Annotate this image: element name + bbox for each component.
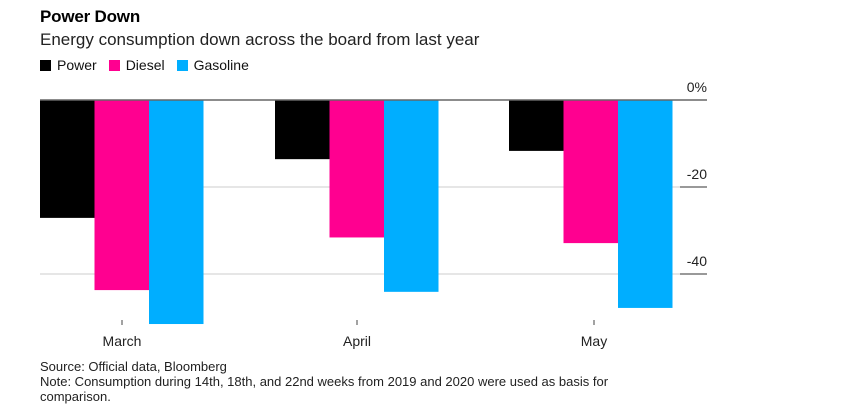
y-tick-label: -20 [687,166,707,182]
bar-gasoline-march [149,100,204,325]
bar-diesel-march [94,100,149,291]
bar-power-april [275,100,330,160]
y-axis: 0% -20 -40 [680,79,707,275]
bars [40,100,673,325]
legend-swatch-gasoline [176,59,188,71]
legend-item-gasoline: Gasoline [176,57,249,73]
legend-swatch-power [40,59,51,71]
chart-subtitle: Energy consumption down across the board… [40,30,480,49]
x-axis: March April May [103,320,607,349]
y-tick-label: -40 [687,253,707,269]
legend-label-power: Power [57,57,97,73]
legend-swatch-diesel [108,59,120,71]
bar-power-march [40,100,95,218]
y-tick-label: 0% [687,79,707,95]
bar-power-may [509,100,564,151]
x-tick-label: March [103,333,142,349]
legend-label-diesel: Diesel [125,57,165,73]
x-tick-label: April [343,333,371,349]
chart-title: Power Down [40,7,141,26]
legend-label-gasoline: Gasoline [193,57,249,73]
bar-diesel-april [329,100,384,238]
footnote: Note: Consumption during 14th, 18th, and… [40,374,609,404]
bar-diesel-may [563,100,618,244]
bar-gasoline-april [384,100,439,292]
x-tick-label: May [581,333,607,349]
bar-gasoline-may [618,100,673,308]
legend-item-power: Power [40,57,97,73]
legend-item-diesel: Diesel [108,57,165,73]
source-note: Source: Official data, Bloomberg [40,359,227,374]
legend: Power Diesel Gasoline [40,57,261,73]
